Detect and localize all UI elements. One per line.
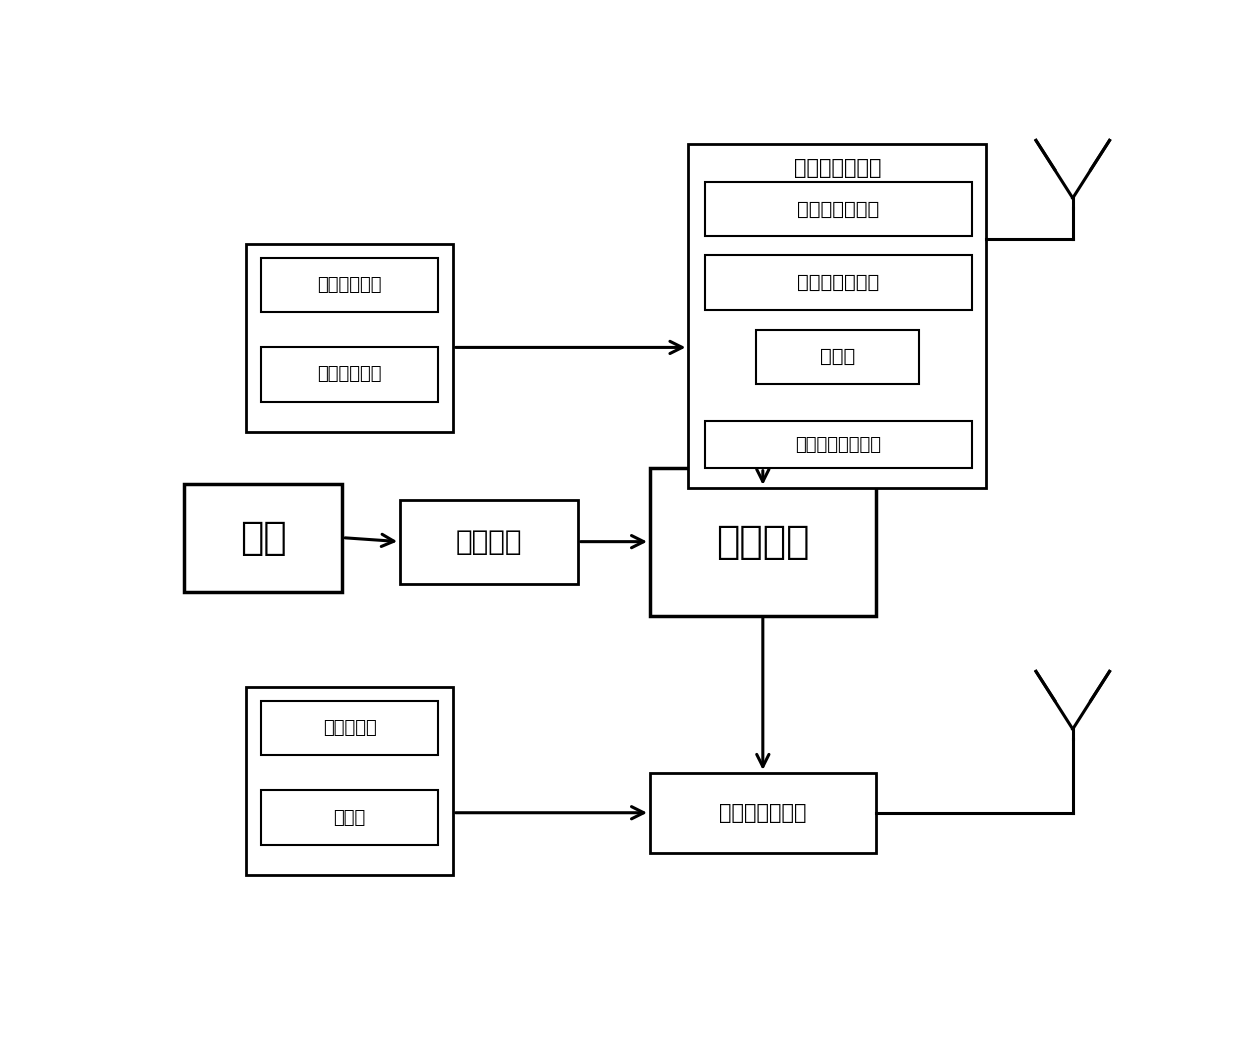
Bar (247, 688, 453, 875)
Bar (688, 144, 986, 487)
Bar (260, 701, 439, 755)
Text: 无线数据传输模块: 无线数据传输模块 (795, 436, 882, 453)
Bar (704, 255, 972, 310)
Bar (260, 347, 439, 401)
Text: 电源: 电源 (239, 518, 286, 557)
Text: 温度检测模块: 温度检测模块 (317, 276, 382, 293)
Bar (401, 500, 578, 584)
Bar (755, 330, 919, 384)
Text: 压力变送器: 压力变送器 (322, 719, 377, 737)
Text: 单片机主控单元: 单片机主控单元 (797, 273, 879, 292)
Bar (260, 258, 439, 312)
Bar (704, 181, 972, 236)
Text: 流量计: 流量计 (334, 809, 366, 826)
Bar (704, 421, 972, 468)
Text: 数据采集转发器: 数据采集转发器 (794, 159, 882, 178)
Text: 模数转换器模块: 模数转换器模块 (797, 199, 879, 219)
Text: 存储器: 存储器 (820, 347, 854, 366)
Bar (650, 773, 875, 852)
Text: 开关电源: 开关电源 (715, 523, 810, 561)
Bar (650, 468, 875, 616)
Bar (247, 245, 453, 431)
Text: 微功耗测控终端: 微功耗测控终端 (719, 803, 806, 822)
Text: 气体检测模块: 气体检测模块 (317, 365, 382, 384)
Bar (260, 790, 439, 845)
Text: 空气开关: 空气开关 (455, 528, 522, 556)
Bar (184, 483, 342, 591)
